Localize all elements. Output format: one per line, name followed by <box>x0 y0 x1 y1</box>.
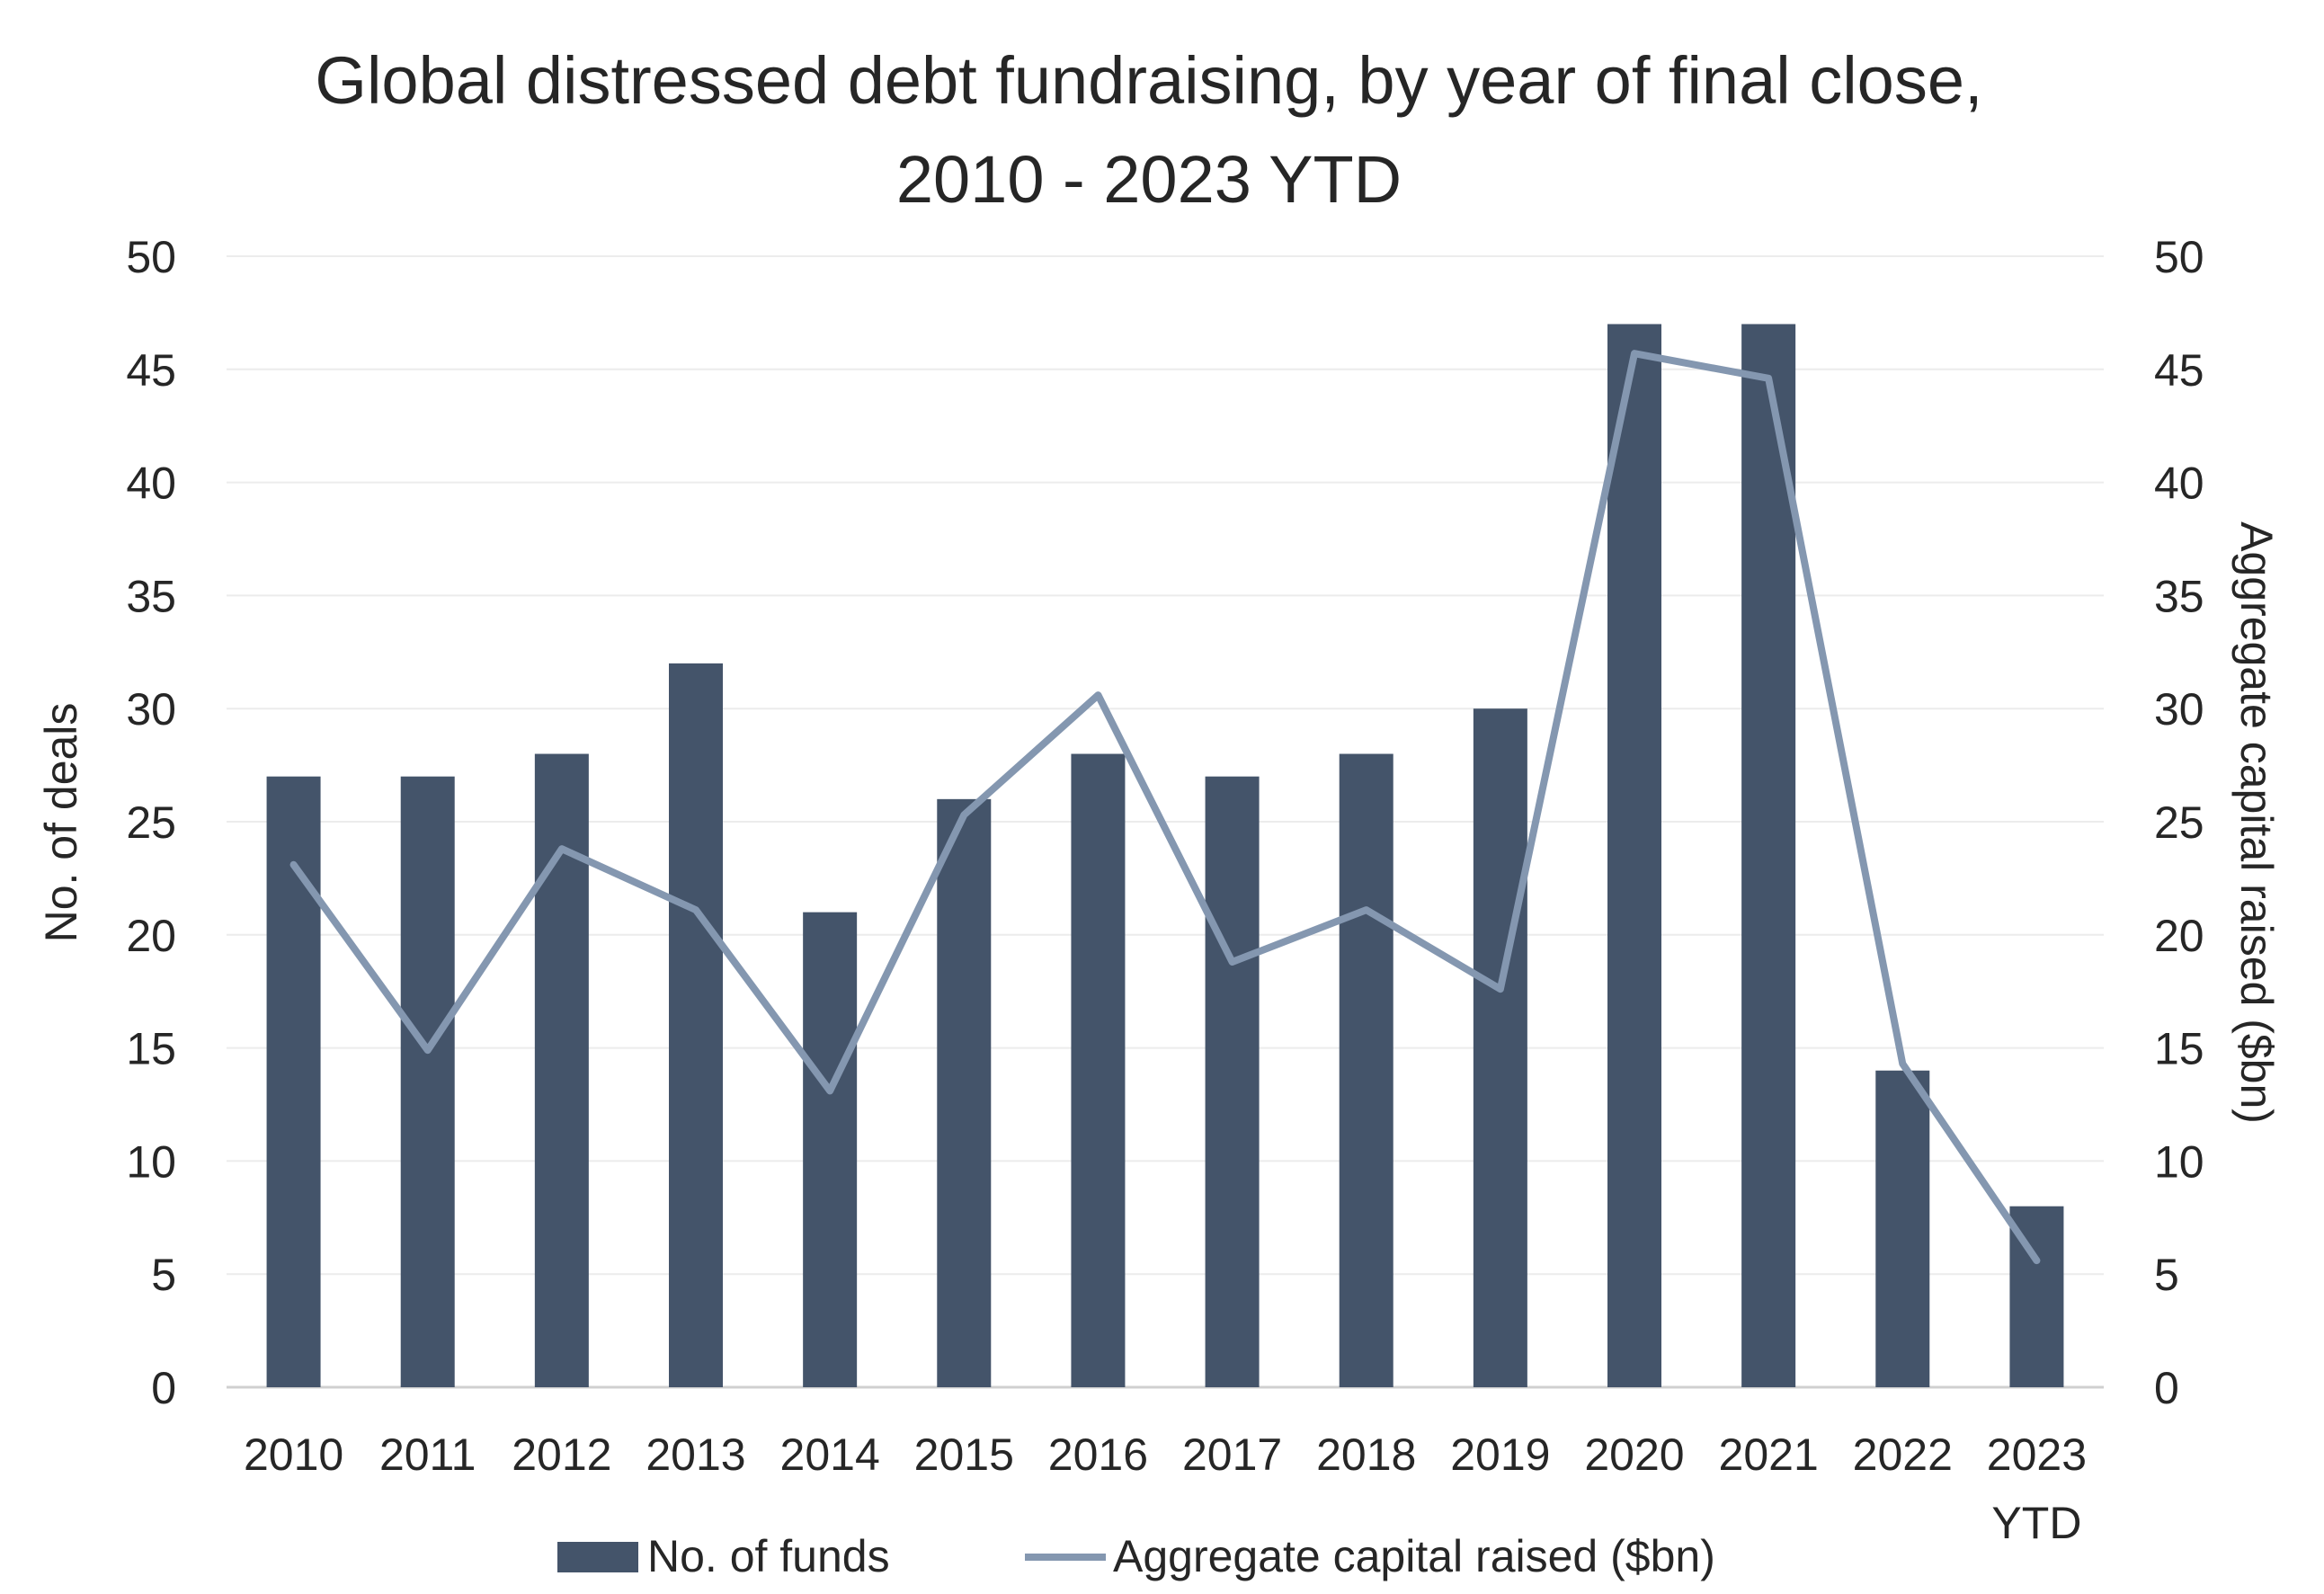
right-tick-label: 25 <box>2154 797 2204 848</box>
right-axis-label: Aggregate capital raised ($bn) <box>2231 521 2282 1124</box>
right-tick-label: 45 <box>2154 345 2204 396</box>
legend-label-aggregate-capital: Aggregate capital raised ($bn) <box>1113 1531 1715 1581</box>
bar <box>803 912 858 1387</box>
bar <box>1071 753 1126 1387</box>
legend-label-no-of-funds: No. of funds <box>647 1531 890 1581</box>
bar <box>1205 776 1260 1387</box>
right-tick-label: 35 <box>2154 571 2204 621</box>
x-tick-label: 2016 <box>1048 1429 1148 1480</box>
left-tick-label: 50 <box>126 232 176 282</box>
x-tick-label: 2023 <box>1987 1429 2087 1480</box>
x-tick-label: 2017 <box>1182 1429 1282 1480</box>
x-tick-label: 2010 <box>244 1429 343 1480</box>
bar <box>937 798 992 1387</box>
left-tick-label: 25 <box>126 797 176 848</box>
chart-title-line: 2010 - 2023 YTD <box>896 142 1402 217</box>
bar <box>1473 708 1527 1387</box>
chart-title: Global distressed debt fundraising, by y… <box>315 43 1982 217</box>
x-tick-label: 2015 <box>914 1429 1014 1480</box>
left-tick-label: 40 <box>126 459 176 509</box>
x-tick-label: 2011 <box>379 1429 476 1480</box>
right-tick-label: 50 <box>2154 232 2204 282</box>
x-tick-label: 2012 <box>512 1429 611 1480</box>
bar <box>669 663 723 1387</box>
x-tick-label: 2022 <box>1853 1429 1953 1480</box>
x-tick-label: 2014 <box>780 1429 880 1480</box>
right-tick-label: 40 <box>2154 459 2204 509</box>
left-tick-label: 30 <box>126 684 176 735</box>
right-tick-label: 5 <box>2154 1250 2179 1300</box>
bar <box>1339 753 1394 1387</box>
x-tick-label: YTD <box>1991 1498 2081 1548</box>
left-tick-label: 20 <box>126 911 176 961</box>
line-series <box>289 350 2041 1265</box>
right-axis-ticks: 0 5 10 15 20 25 30 35 40 45 50 <box>2154 232 2204 1413</box>
x-tick-label: 2013 <box>646 1429 745 1480</box>
right-tick-label: 10 <box>2154 1136 2204 1187</box>
bar <box>400 776 455 1387</box>
bar <box>1875 1070 1930 1387</box>
right-tick-label: 0 <box>2154 1363 2179 1413</box>
bar <box>1607 324 1661 1388</box>
left-tick-label: 45 <box>126 345 176 396</box>
bar <box>1741 324 1796 1388</box>
left-tick-label: 0 <box>151 1363 176 1413</box>
left-tick-label: 35 <box>126 571 176 621</box>
left-tick-label: 15 <box>126 1024 176 1074</box>
x-tick-label: 2021 <box>1719 1429 1819 1480</box>
x-tick-label: 2020 <box>1584 1429 1684 1480</box>
x-axis-ticks: 2010 2011 2012 2013 2014 2015 2016 2017 2018 2019… <box>244 1429 2087 1548</box>
bar-series <box>266 324 2064 1388</box>
right-tick-label: 20 <box>2154 911 2204 961</box>
right-tick-label: 30 <box>2154 684 2204 735</box>
legend: No. of funds Aggregate capital raised ($… <box>557 1531 1715 1581</box>
bar <box>266 776 321 1387</box>
left-tick-label: 10 <box>126 1136 176 1187</box>
left-axis-ticks: 0 5 10 15 20 25 30 35 40 45 50 <box>126 232 176 1413</box>
right-tick-label: 15 <box>2154 1024 2204 1074</box>
x-tick-label: 2019 <box>1450 1429 1550 1480</box>
left-tick-label: 5 <box>151 1250 176 1300</box>
legend-swatch-no-of-funds <box>557 1542 638 1572</box>
left-axis-label: No. of deals <box>36 703 86 943</box>
line-series-path <box>289 350 2041 1265</box>
chart-title-line: Global distressed debt fundraising, by y… <box>315 43 1982 118</box>
x-tick-label: 2018 <box>1316 1429 1416 1480</box>
